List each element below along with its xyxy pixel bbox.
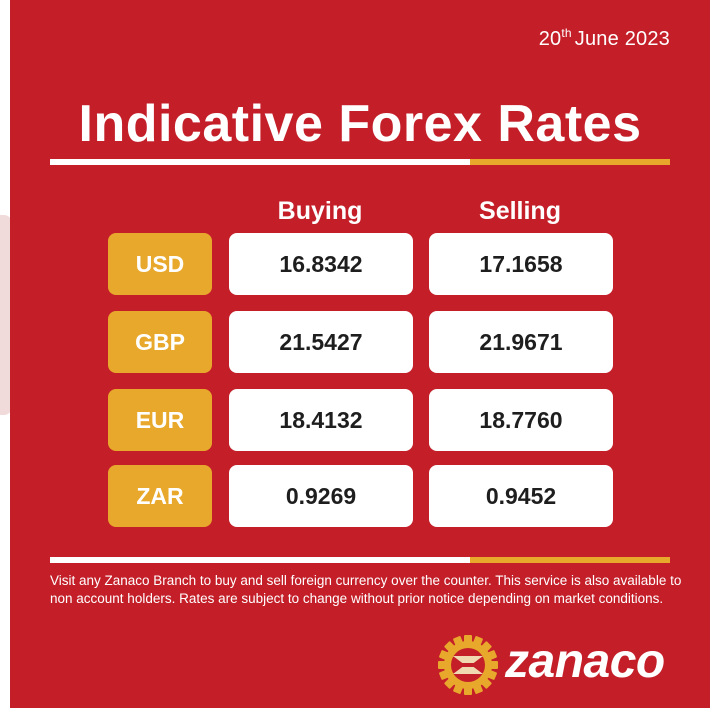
forex-poster: 20th June 2023 Indicative Forex Rates Buy…	[10, 0, 710, 708]
title-divider	[50, 159, 670, 165]
currency-badge: USD	[108, 233, 212, 295]
rate-row-zar: ZAR 0.9269 0.9452	[10, 465, 710, 529]
currency-badge: ZAR	[108, 465, 212, 527]
buying-rate: 21.5427	[229, 311, 413, 373]
rate-row-eur: EUR 18.4132 18.7760	[10, 389, 710, 453]
currency-badge: EUR	[108, 389, 212, 451]
date-rest: June 2023	[574, 28, 670, 50]
date-suffix: th	[561, 26, 572, 40]
column-header-selling: Selling	[479, 197, 561, 225]
date-day: 20	[538, 28, 562, 50]
zanaco-logo: zanaco	[435, 632, 675, 698]
side-tab	[0, 215, 12, 415]
disclaimer-text: Visit any Zanaco Branch to buy and sell …	[50, 573, 682, 606]
currency-badge: GBP	[108, 311, 212, 373]
buying-rate: 0.9269	[229, 465, 413, 527]
selling-rate: 21.9671	[429, 311, 613, 373]
page-title: Indicative Forex Rates	[78, 95, 642, 153]
rate-row-usd: USD 16.8342 17.1658	[10, 233, 710, 297]
rate-row-gbp: GBP 21.5427 21.9671	[10, 311, 710, 375]
selling-rate: 18.7760	[429, 389, 613, 451]
footer-divider	[50, 557, 670, 563]
selling-rate: 17.1658	[429, 233, 613, 295]
selling-rate: 0.9452	[429, 465, 613, 527]
date-label: 20th June 2023	[539, 26, 670, 51]
column-header-buying: Buying	[277, 197, 363, 225]
brand-wordmark: zanaco	[505, 635, 665, 688]
buying-rate: 16.8342	[229, 233, 413, 295]
gear-icon	[438, 635, 498, 695]
buying-rate: 18.4132	[229, 389, 413, 451]
